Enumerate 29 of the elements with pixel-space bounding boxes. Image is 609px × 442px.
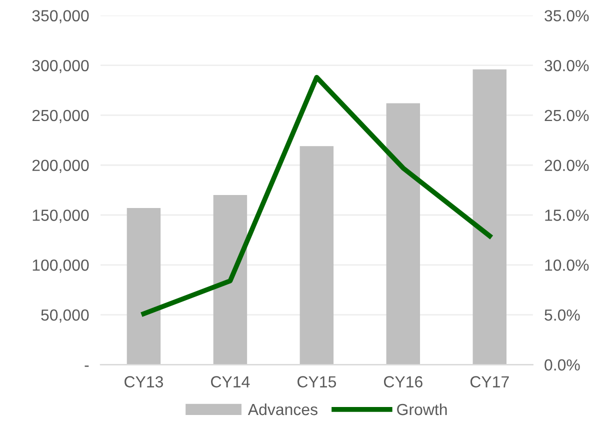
bar: [386, 103, 420, 365]
y-tick-label: 350,000: [32, 10, 89, 24]
y-tick-label: 50,000: [41, 309, 89, 323]
x-tick-label: CY14: [211, 376, 250, 388]
y2-tick-label: 15.0%: [545, 210, 589, 221]
line-series: [141, 74, 492, 316]
y2-tick-label: 20.0%: [544, 160, 589, 172]
legend-label: Growth: [397, 403, 447, 416]
y-tick-label: 200,000: [32, 160, 89, 173]
y-tick-label: 300,000: [32, 60, 89, 74]
y2-tick-label: 30.0%: [544, 60, 589, 72]
x-tick-label: CY17: [470, 376, 509, 388]
y2-tick-label: 35.0%: [544, 10, 589, 22]
bar: [126, 208, 161, 365]
y2-tick-label: 0.0%: [544, 359, 580, 371]
x-tick-label: CY15: [298, 376, 336, 388]
y-tick-label: 150,000: [32, 210, 89, 223]
y2-tick-label: 5.0%: [544, 309, 580, 321]
bar: [213, 195, 248, 365]
bar: [300, 146, 334, 365]
x-tick-label: CY16: [384, 376, 422, 388]
y2-tick-label: 10.0%: [545, 260, 589, 271]
y-tick-label: 100,000: [32, 260, 89, 273]
y2-tick-label: 25.0%: [544, 110, 589, 122]
bar: [472, 69, 506, 365]
x-tick-label: CY13: [124, 376, 163, 388]
y-tick-label: 250,000: [32, 110, 89, 124]
y-tick-label: -: [84, 366, 89, 367]
legend-label: Advances: [248, 403, 318, 416]
